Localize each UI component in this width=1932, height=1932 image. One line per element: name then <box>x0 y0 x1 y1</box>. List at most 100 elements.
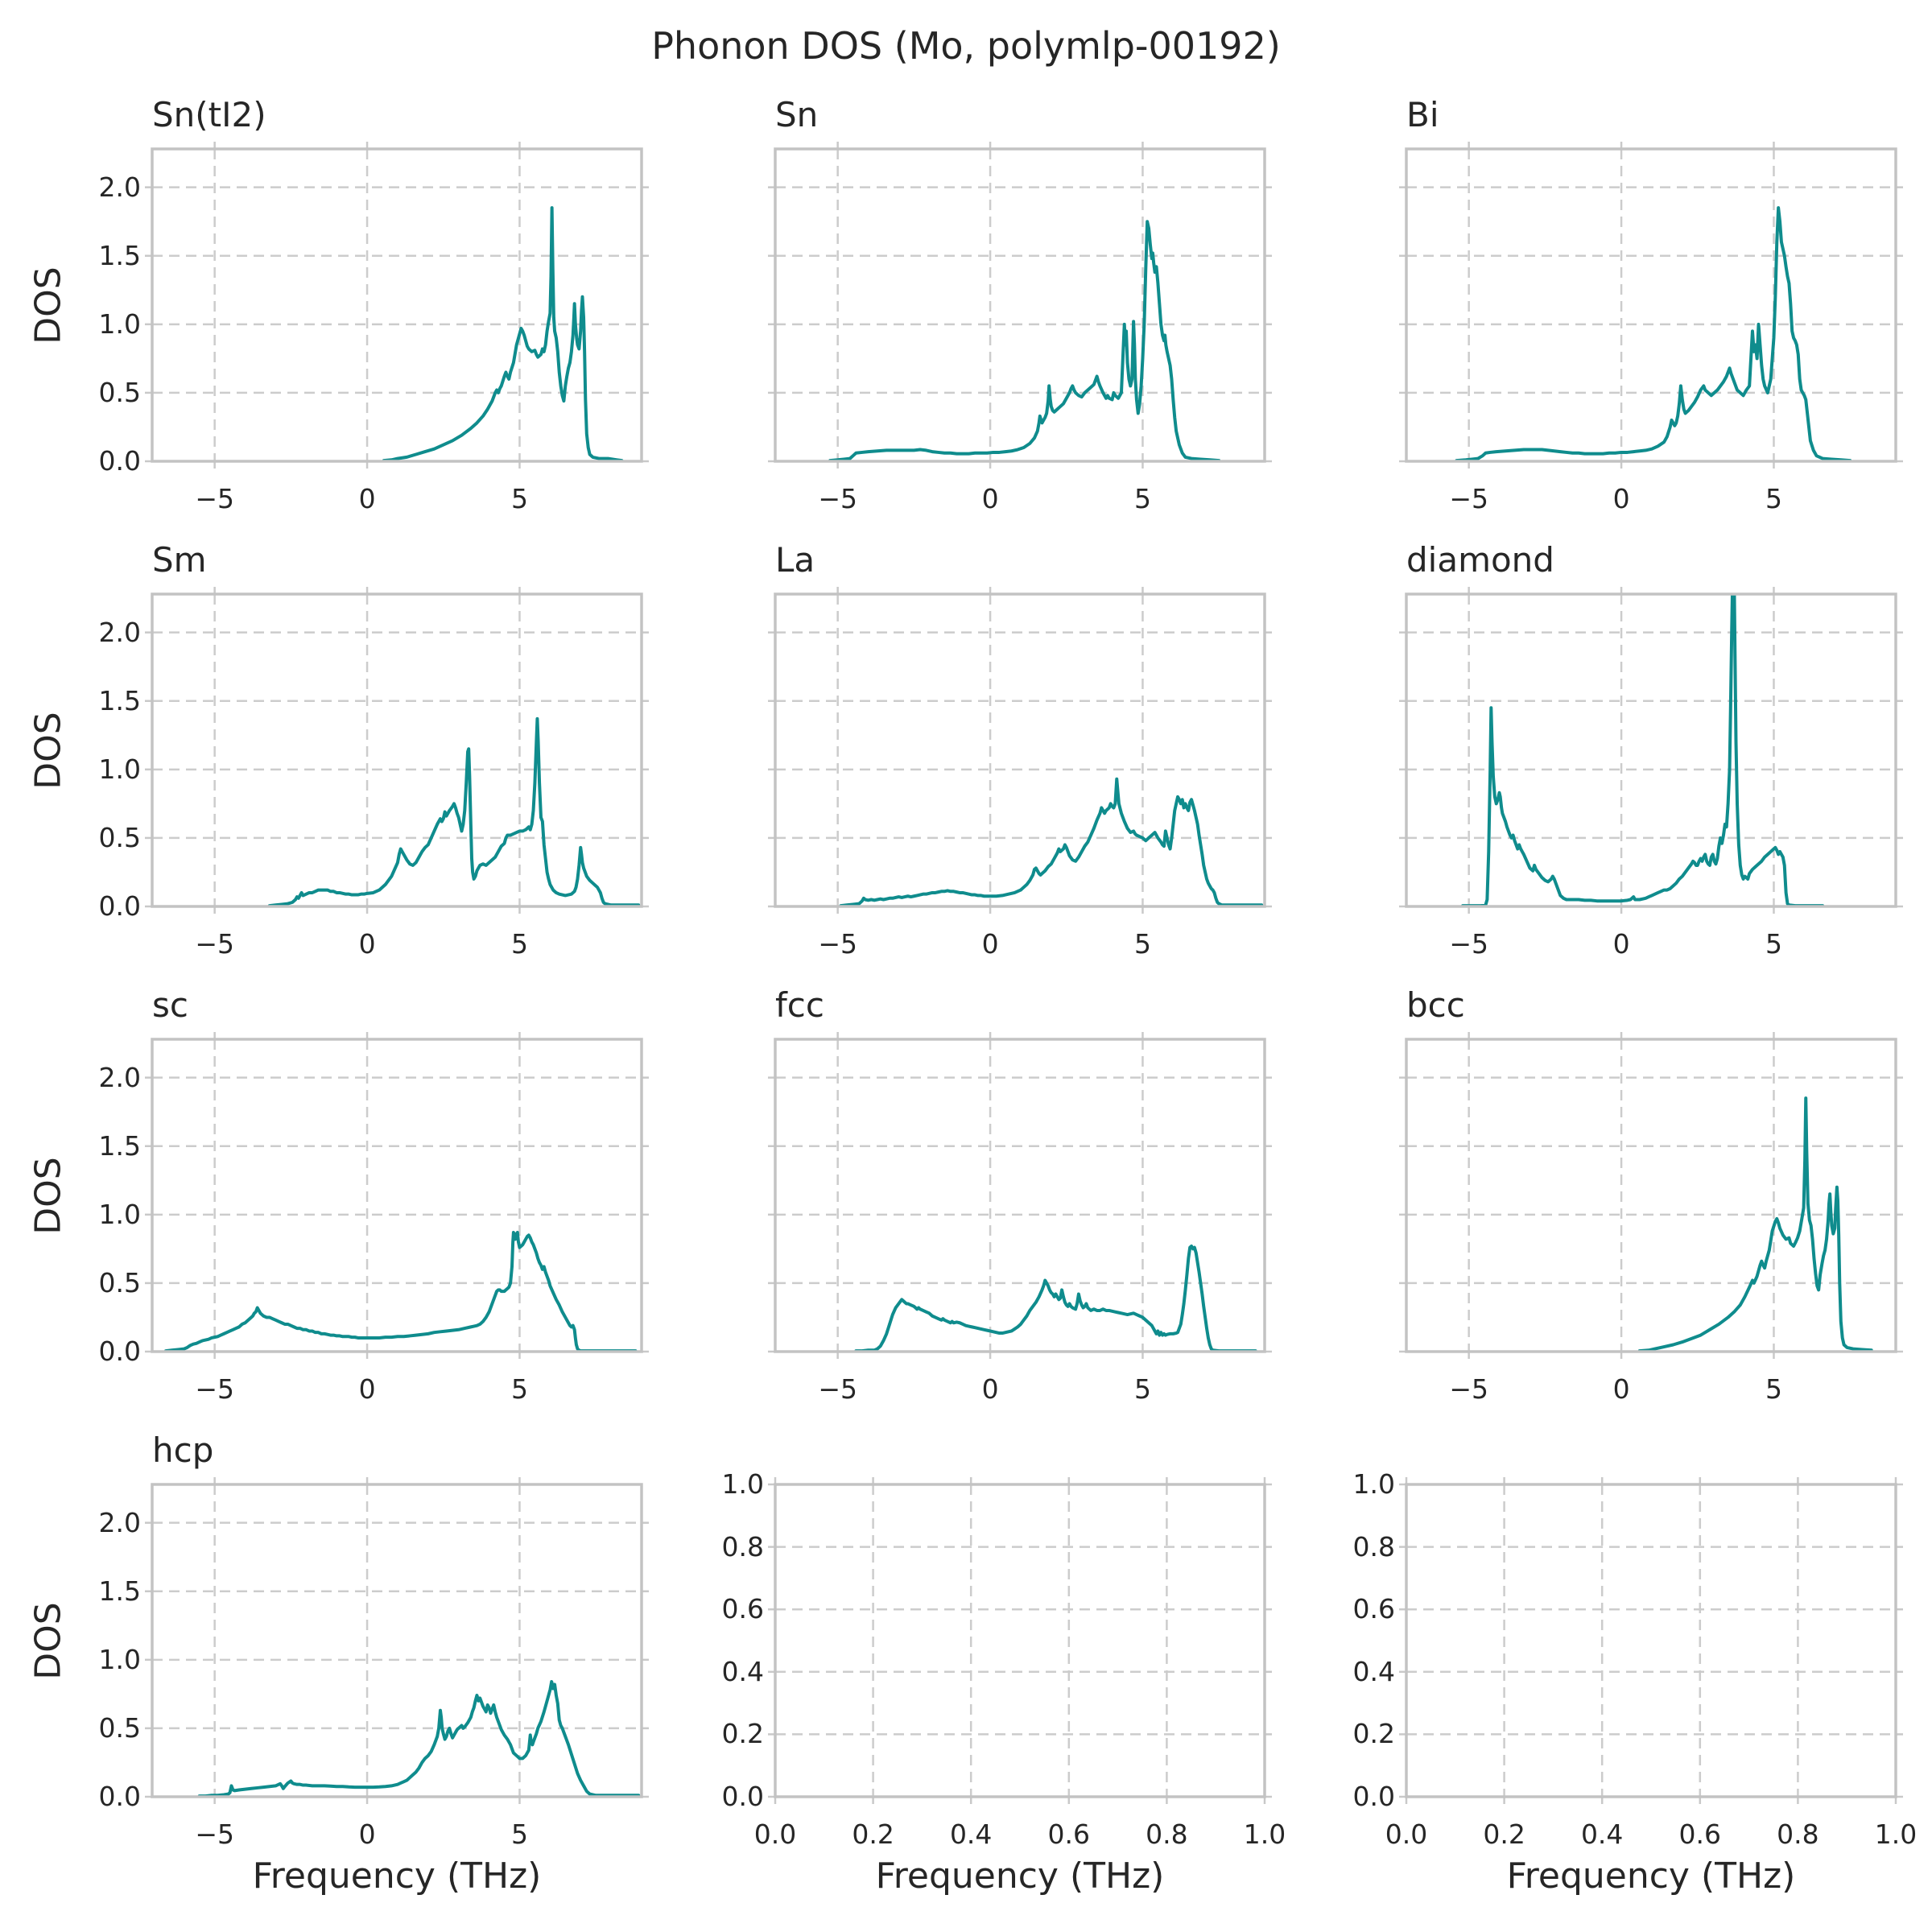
plot-area <box>768 1032 1272 1359</box>
dos-curve <box>1455 206 1852 461</box>
x-tick-label: 5 <box>1133 483 1151 514</box>
dos-curve <box>164 1230 638 1352</box>
x-tick-label: 0 <box>358 1373 376 1405</box>
axis-border <box>1405 592 1897 908</box>
x-tick-label: 0 <box>1612 928 1630 960</box>
x-tick-label: −5 <box>818 1373 857 1405</box>
y-tick-label: 0.6 <box>721 1593 764 1625</box>
x-tick-label: −5 <box>195 928 234 960</box>
x-tick-label: 0 <box>981 1373 999 1405</box>
axis-border <box>774 1483 1266 1798</box>
x-tick-label: 5 <box>510 928 528 960</box>
y-tick-label: 0.5 <box>98 1711 141 1744</box>
x-tick-label: −5 <box>195 1818 234 1850</box>
y-tick-label: 1.0 <box>1352 1468 1395 1500</box>
x-tick-label: 0 <box>1612 483 1630 514</box>
plot-area <box>145 1032 649 1359</box>
x-tick-label: 0.0 <box>1385 1818 1428 1850</box>
axis-border <box>151 147 643 463</box>
x-tick-label: 0.2 <box>1483 1818 1525 1850</box>
x-tick-label: 5 <box>510 483 528 514</box>
x-tick-label: 0.2 <box>852 1818 894 1850</box>
x-axis-label: Frequency (THz) <box>1506 1856 1796 1897</box>
y-tick-label: 1.0 <box>98 1198 141 1230</box>
y-tick-label: 0.5 <box>98 1266 141 1298</box>
y-tick-label: 2.0 <box>98 1506 141 1538</box>
plot-area <box>1399 1477 1903 1804</box>
plot-area <box>768 1477 1272 1804</box>
plot-area <box>768 587 1272 914</box>
y-tick-label: 1.0 <box>98 1643 141 1675</box>
axis-border <box>774 592 1266 908</box>
axis-border <box>774 1038 1266 1353</box>
plot-area <box>145 587 649 914</box>
x-tick-label: 0 <box>981 928 999 960</box>
x-tick-label: 5 <box>1765 1373 1782 1405</box>
subplot-sn: Sn −5 0 5 <box>663 89 1274 578</box>
subplot-title: Sn(tI2) <box>152 95 266 134</box>
y-tick-label: 0.5 <box>98 821 141 853</box>
dos-curve <box>1637 1096 1873 1352</box>
x-tick-label: −5 <box>195 1373 234 1405</box>
axis-border <box>151 1038 643 1353</box>
subplot-title: diamond <box>1406 540 1554 580</box>
y-tick-label: 1.5 <box>98 1575 141 1607</box>
subplot-diamond: diamond −5 0 5 <box>1294 534 1905 1023</box>
y-tick-label: 0.2 <box>721 1718 764 1750</box>
x-tick-label: 0 <box>981 483 999 514</box>
dos-curve <box>382 206 624 461</box>
axis-border <box>151 1483 643 1798</box>
x-tick-label: 5 <box>510 1373 528 1405</box>
subplot-title: hcp <box>152 1430 214 1470</box>
y-tick-label: 0.0 <box>98 445 141 477</box>
subplot-title: La <box>775 540 815 580</box>
y-tick-label: 0.2 <box>1352 1718 1395 1750</box>
plot-area <box>1399 142 1903 469</box>
x-tick-label: −5 <box>1449 483 1488 514</box>
subplot-empty-2: 0.0 0.2 0.4 0.6 0.8 1.0 0.0 0.2 0.4 0.6 0.8 1.0 Freq… <box>1294 1424 1918 1913</box>
subplot-bcc: bcc −5 0 5 <box>1294 979 1905 1468</box>
x-tick-label: 0 <box>358 483 376 514</box>
plot-area <box>145 142 649 469</box>
y-tick-label: 0.0 <box>721 1781 764 1812</box>
axis-border <box>151 592 643 908</box>
subplot-la: La −5 0 5 <box>663 534 1274 1023</box>
subplot-bi: Bi −5 0 5 <box>1294 89 1905 578</box>
dos-curve <box>267 716 641 906</box>
y-tick-label: 0.8 <box>1352 1530 1395 1563</box>
dos-curve <box>828 220 1221 461</box>
subplot-empty-1: 0.0 0.2 0.4 0.6 0.8 1.0 0.0 0.2 0.4 0.6 0.8 1.0 Freq… <box>663 1424 1286 1913</box>
subplot-title: fcc <box>775 985 824 1025</box>
plot-area <box>768 142 1272 469</box>
dos-curve <box>854 1244 1257 1352</box>
y-tick-label: 0.8 <box>721 1530 764 1563</box>
x-tick-label: −5 <box>195 483 234 514</box>
x-tick-label: 0.6 <box>1047 1818 1091 1850</box>
axis-border <box>774 147 1266 463</box>
y-tick-label: 2.0 <box>98 171 141 203</box>
y-tick-label: 0.6 <box>1352 1593 1395 1625</box>
x-tick-label: 0 <box>358 928 376 960</box>
y-tick-label: 1.0 <box>721 1468 764 1500</box>
x-tick-label: 1.0 <box>1243 1818 1286 1850</box>
plot-area <box>145 1477 649 1804</box>
x-tick-label: −5 <box>1449 1373 1488 1405</box>
x-tick-label: 5 <box>1133 928 1151 960</box>
subplot-sm: Sm DOS 0.0 0.5 1.0 1.5 2.0 −5 0 5 <box>28 534 651 1023</box>
subplot-title: bcc <box>1406 985 1465 1025</box>
subplot-title: sc <box>152 985 188 1025</box>
x-tick-label: 0 <box>1612 1373 1630 1405</box>
axis-border <box>1405 147 1897 463</box>
y-tick-label: 0.0 <box>98 1781 141 1812</box>
x-axis-label: Frequency (THz) <box>875 1856 1165 1897</box>
subplot-title: Sm <box>152 540 207 580</box>
x-tick-label: 0.4 <box>1580 1818 1624 1850</box>
y-tick-label: 0.4 <box>1352 1655 1395 1687</box>
x-tick-label: −5 <box>1449 928 1488 960</box>
axis-border <box>1405 1038 1897 1353</box>
x-tick-label: 5 <box>1133 1373 1151 1405</box>
y-tick-label: 0.5 <box>98 376 141 408</box>
y-tick-label: 0.0 <box>98 1335 141 1367</box>
y-tick-label: 2.0 <box>98 616 141 648</box>
subplot-title: Bi <box>1406 95 1439 134</box>
